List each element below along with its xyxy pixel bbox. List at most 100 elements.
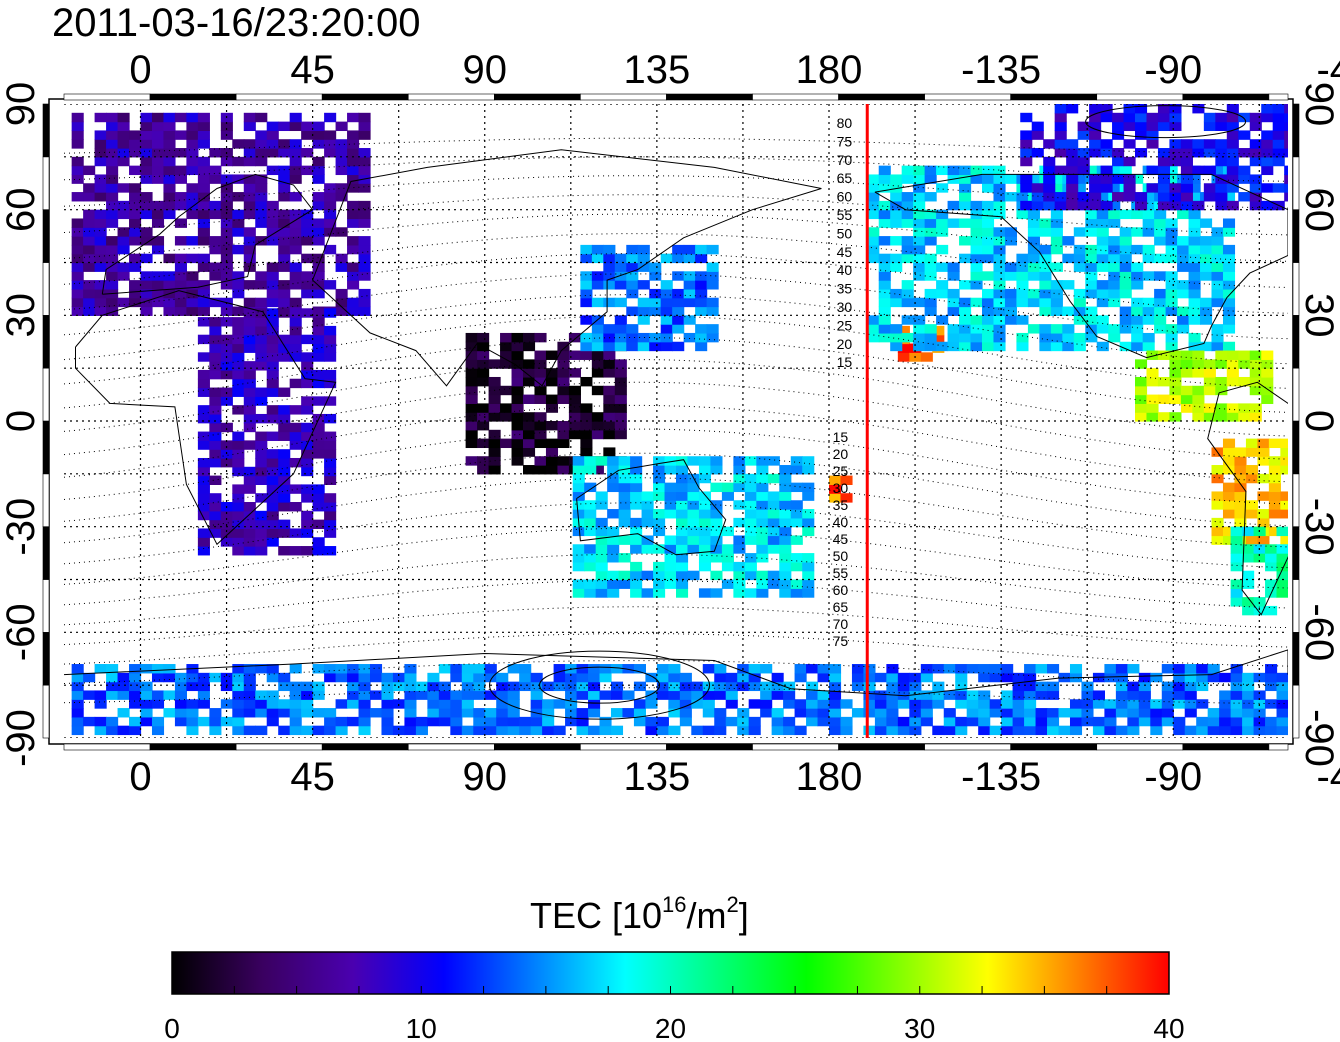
tec-cell — [901, 244, 914, 255]
tec-cell — [901, 209, 914, 220]
tec-cell — [676, 473, 689, 484]
tec-cell — [163, 139, 176, 149]
tec-cell — [1123, 183, 1136, 193]
tec-cell — [901, 288, 914, 299]
tec-cell — [867, 192, 880, 202]
tec-cell — [932, 690, 945, 700]
tec-cell — [867, 227, 880, 237]
tec-cell — [576, 690, 589, 700]
tec-cell — [186, 209, 199, 220]
tec-cell — [1222, 262, 1236, 272]
tec-cell — [1131, 271, 1144, 281]
tec-cell — [1192, 148, 1205, 158]
tec-cell — [151, 174, 165, 184]
tec-cell — [278, 457, 291, 468]
contour-line — [64, 233, 1288, 288]
tec-region-europe-asia-north — [71, 112, 371, 316]
tec-cell — [1238, 174, 1251, 184]
tec-cell — [324, 227, 337, 237]
tec-cell — [1222, 324, 1236, 334]
tec-cell — [243, 690, 256, 700]
tec-cell — [840, 716, 853, 727]
tec-cell — [106, 148, 119, 158]
contour-label: 75 — [833, 633, 849, 649]
contour-label: 25 — [833, 463, 849, 479]
tec-cell — [542, 725, 555, 736]
tec-cell — [874, 672, 887, 683]
tec-cell — [438, 681, 451, 692]
tec-cell — [1261, 359, 1274, 369]
tec-cell — [1203, 359, 1216, 369]
tec-cell — [1226, 130, 1239, 140]
tec-cell — [94, 297, 107, 308]
tec-cell — [1257, 456, 1270, 466]
tec-cell — [851, 681, 865, 692]
tec-cell — [1062, 253, 1075, 264]
tec-cell — [909, 699, 922, 709]
map-frame-ticks — [42, 93, 1300, 751]
tec-cell — [595, 500, 608, 510]
tec-cell — [392, 672, 406, 683]
tec-cell — [1085, 227, 1098, 237]
tec-cell — [867, 332, 880, 343]
tec-cell — [806, 681, 819, 692]
tec-cell — [1280, 447, 1288, 457]
tec-cell — [461, 672, 474, 683]
frame-bar-top — [838, 93, 925, 101]
tec-cell — [970, 332, 983, 343]
tec-cell — [959, 174, 972, 184]
tec-cell — [568, 368, 581, 378]
tec-cell — [174, 262, 187, 272]
tec-cell — [1150, 708, 1163, 718]
tec-cell — [106, 139, 119, 149]
tec-cell — [71, 690, 84, 700]
tec-cell — [748, 725, 761, 736]
tec-cell — [614, 341, 627, 352]
tec-cell — [721, 544, 734, 554]
tec-cell — [243, 334, 256, 345]
tec-cell — [289, 156, 302, 167]
tec-cell — [278, 725, 291, 736]
tec-cell — [733, 517, 746, 528]
tec-cell — [1161, 690, 1174, 700]
tec-cell — [664, 553, 677, 563]
tec-cell — [653, 456, 666, 466]
tec-cell — [886, 716, 899, 727]
tec-cell — [1054, 130, 1067, 140]
tec-cell — [1253, 597, 1266, 607]
tec-cell — [1226, 148, 1239, 158]
tec-cell — [1135, 148, 1148, 158]
tec-cell — [924, 218, 937, 228]
tec-cell — [702, 681, 715, 692]
tec-cell — [565, 690, 578, 700]
tec-cell — [702, 690, 715, 700]
tec-region-pacific-hotspot-south — [829, 475, 853, 503]
tec-cell — [1027, 209, 1040, 220]
tec-cell — [151, 288, 165, 299]
tec-cell — [243, 236, 256, 246]
tec-cell — [301, 288, 314, 299]
tec-cell — [1169, 156, 1182, 167]
tec-cell — [1112, 192, 1125, 202]
tec-cell — [1047, 725, 1060, 736]
tec-cell — [878, 209, 891, 220]
tec-cell — [1276, 681, 1288, 692]
tec-cell — [1249, 403, 1262, 413]
tec-cell — [580, 350, 593, 360]
tec-cell — [163, 280, 176, 290]
tec-cell — [312, 253, 325, 264]
tec-cell — [174, 690, 187, 700]
tec-cell — [1100, 104, 1113, 114]
tec-cell — [266, 369, 279, 380]
tec-cell — [1200, 306, 1213, 316]
tec-cell — [1215, 156, 1228, 167]
tec-cell — [603, 244, 616, 255]
tec-cell — [1157, 394, 1171, 404]
tec-cell — [301, 148, 314, 158]
tec-cell — [1222, 535, 1236, 545]
tec-cell — [565, 672, 578, 683]
tec-cell — [1268, 509, 1281, 519]
tec-cell — [1085, 218, 1098, 228]
tec-cell — [1242, 605, 1255, 616]
tec-cell — [1135, 359, 1148, 369]
